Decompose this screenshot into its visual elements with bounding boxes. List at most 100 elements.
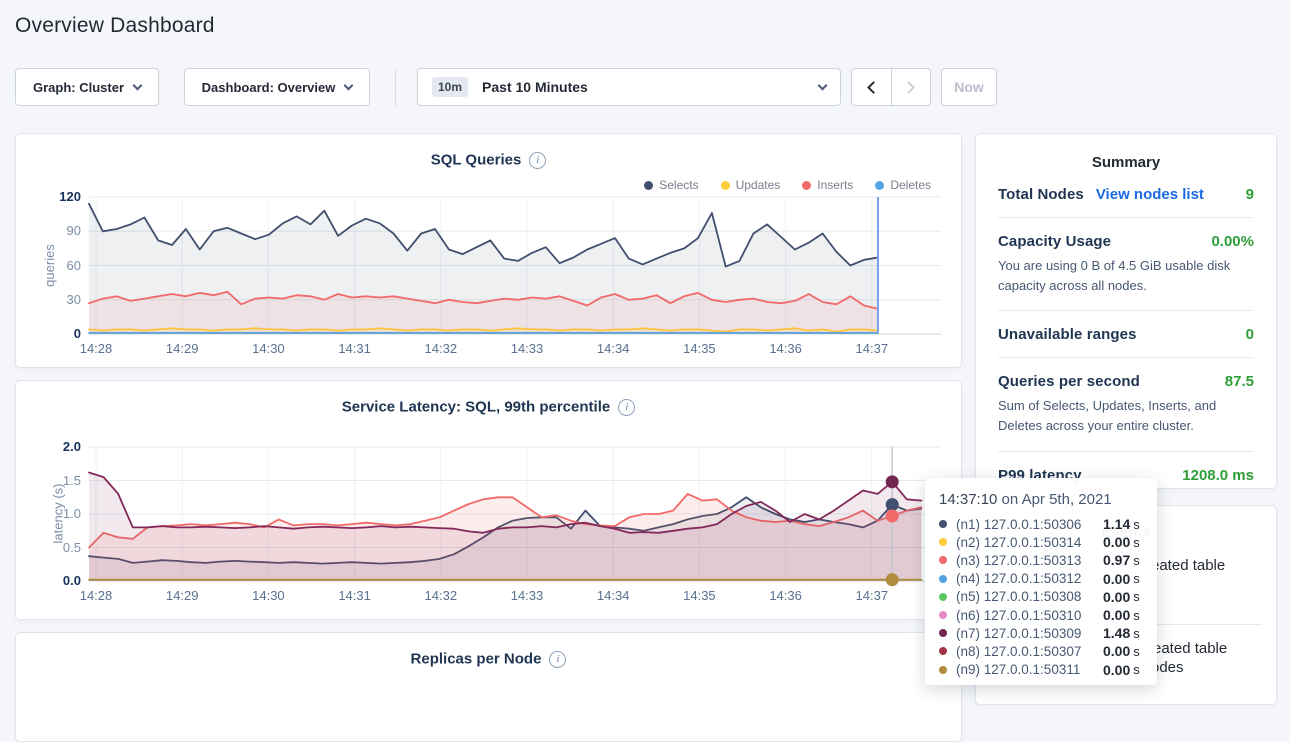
node-address: (n3) 127.0.0.1:50313 <box>956 552 1082 568</box>
total-nodes-label: Total Nodes <box>998 186 1084 203</box>
chevron-right-icon <box>902 80 916 94</box>
x-axis-tick: 14:33 <box>510 588 544 603</box>
y-axis-tick: 120 <box>59 189 81 204</box>
qps-description: Sum of Selects, Updates, Inserts, and De… <box>998 398 1217 434</box>
series-color-dot <box>939 647 947 656</box>
legend-dot <box>802 180 812 190</box>
unavailable-ranges-label: Unavailable ranges <box>998 326 1137 344</box>
event-item-text: eated table <box>1151 557 1226 574</box>
dashboard-label: Dashboard: Overview <box>201 79 336 95</box>
chevron-down-icon <box>132 80 143 90</box>
latency-unit: s <box>1133 643 1140 659</box>
chart-legend: Selects Updates Inserts Deletes <box>644 178 931 192</box>
x-axis-tick: 14:36 <box>769 588 802 603</box>
latency-unit: s <box>1133 607 1140 623</box>
time-range-label: Past 10 Minutes <box>482 79 588 95</box>
chart-hover-tooltip: 14:37:10 on Apr 5th, 2021 (n1) 127.0.0.1… <box>925 478 1157 685</box>
node-address: (n2) 127.0.0.1:50314 <box>956 534 1082 550</box>
summary-panel: Summary Total Nodes View nodes list 9 Ca… <box>975 133 1277 489</box>
chevron-down-icon <box>817 80 828 90</box>
replicas-per-node-chart-panel[interactable]: Replicas per Node i <box>15 632 962 742</box>
graph-scope-dropdown[interactable]: Graph: Cluster <box>15 68 159 106</box>
service-latency-chart-canvas[interactable] <box>16 381 963 621</box>
dashboard-dropdown[interactable]: Dashboard: Overview <box>184 68 370 106</box>
series-color-dot <box>939 592 947 601</box>
y-axis-tick: 0.0 <box>62 573 81 588</box>
capacity-usage-label: Capacity Usage <box>998 233 1112 250</box>
latency-unit: s <box>1133 571 1140 587</box>
tooltip-node-row: (n9) 127.0.0.1:50311 0.00 s <box>939 661 1143 679</box>
node-address: (n6) 127.0.0.1:50310 <box>956 607 1082 623</box>
chevron-left-icon <box>867 80 880 94</box>
node-latency-value: 1.14 <box>1103 516 1131 533</box>
y-axis-label: latency (s) <box>50 483 66 544</box>
y-axis-tick: 0.5 <box>62 539 81 555</box>
legend-label: Deletes <box>890 178 931 192</box>
series-color-dot <box>939 556 947 565</box>
latency-unit: s <box>1133 552 1140 568</box>
total-nodes-value: 9 <box>1245 186 1254 203</box>
node-latency-value: 0.00 <box>1103 588 1131 605</box>
series-color-dot <box>939 611 947 620</box>
legend-item-updates[interactable]: Updates <box>720 178 781 192</box>
x-axis-tick: 14:31 <box>338 588 371 603</box>
view-nodes-list-link[interactable]: View nodes list <box>1095 186 1204 203</box>
node-latency-value: 0.00 <box>1103 607 1131 624</box>
x-axis-tick: 14:32 <box>424 588 458 603</box>
tooltip-node-row: (n2) 127.0.0.1:50314 0.00 s <box>939 533 1143 551</box>
node-latency-value: 0.00 <box>1103 570 1131 587</box>
page-title: Overview Dashboard <box>15 14 215 37</box>
info-icon[interactable]: i <box>529 151 547 169</box>
y-axis-tick: 90 <box>66 223 81 239</box>
divider <box>998 357 1254 359</box>
legend-dot <box>720 180 730 190</box>
node-address: (n7) 127.0.0.1:50309 <box>956 625 1082 641</box>
legend-item-deletes[interactable]: Deletes <box>875 178 931 192</box>
service-latency-chart-panel[interactable]: Service Latency: SQL, 99th percentile i 1… <box>15 380 962 620</box>
node-address: (n8) 127.0.0.1:50307 <box>956 643 1082 659</box>
node-latency-value: 0.00 <box>1103 661 1131 678</box>
now-button[interactable]: Now <box>941 68 997 106</box>
time-range-badge: 10m <box>432 77 469 97</box>
latency-unit: s <box>1133 589 1140 605</box>
node-address: (n4) 127.0.0.1:50312 <box>956 571 1082 587</box>
node-address: (n5) 127.0.0.1:50308 <box>956 589 1082 605</box>
event-item-text: odes <box>1151 659 1184 676</box>
y-axis-tick: 60 <box>66 257 81 273</box>
unavailable-ranges-value: 0 <box>1245 326 1254 344</box>
capacity-usage-description: You are using 0 B of 4.5 GiB usable disk… <box>998 258 1231 294</box>
x-axis-tick: 14:30 <box>252 341 285 356</box>
queries-per-second-value: 87.5 <box>1224 373 1254 391</box>
overview-dashboard-page: Overview Dashboard Graph: Cluster Dashbo… <box>15 14 1277 742</box>
summary-row-capacity: Capacity Usage 0.00% You are using 0 B o… <box>998 233 1254 312</box>
series-color-dot <box>939 665 947 674</box>
time-range-dropdown[interactable]: 10m Past 10 Minutes <box>417 68 841 106</box>
replicas-chart-title: Replicas per Node i <box>16 650 961 668</box>
x-axis-tick: 14:28 <box>79 341 113 356</box>
series-color-dot <box>939 629 947 638</box>
node-latency-value: 0.00 <box>1103 643 1131 660</box>
legend-item-selects[interactable]: Selects <box>644 178 699 192</box>
tooltip-node-row: (n8) 127.0.0.1:50307 0.00 s <box>939 642 1143 660</box>
tooltip-node-row: (n6) 127.0.0.1:50310 0.00 s <box>939 606 1143 624</box>
sql-queries-chart-panel[interactable]: SQL Queries i Selects Updates Inserts Delete… <box>15 133 962 368</box>
legend-item-inserts[interactable]: Inserts <box>802 178 853 192</box>
info-icon[interactable]: i <box>549 650 567 668</box>
x-axis-tick: 14:28 <box>79 588 113 603</box>
node-latency-value: 0.97 <box>1103 552 1131 569</box>
x-axis-tick: 14:37 <box>855 588 889 603</box>
divider <box>998 217 1254 218</box>
sql-queries-chart-canvas[interactable] <box>16 134 963 369</box>
chevron-down-icon <box>343 80 354 90</box>
time-back-button[interactable] <box>852 69 891 105</box>
controls-divider <box>395 68 396 106</box>
tooltip-node-row: (n4) 127.0.0.1:50312 0.00 s <box>939 570 1143 588</box>
legend-label: Updates <box>735 178 781 192</box>
latency-unit: s <box>1133 534 1140 550</box>
latency-unit: s <box>1133 625 1140 641</box>
time-forward-button[interactable] <box>890 69 930 105</box>
x-axis-tick: 14:30 <box>252 588 285 603</box>
info-icon[interactable]: i <box>618 398 636 416</box>
tooltip-node-row: (n7) 127.0.0.1:50309 1.48 s <box>939 624 1143 642</box>
node-address: (n1) 127.0.0.1:50306 <box>956 516 1082 532</box>
